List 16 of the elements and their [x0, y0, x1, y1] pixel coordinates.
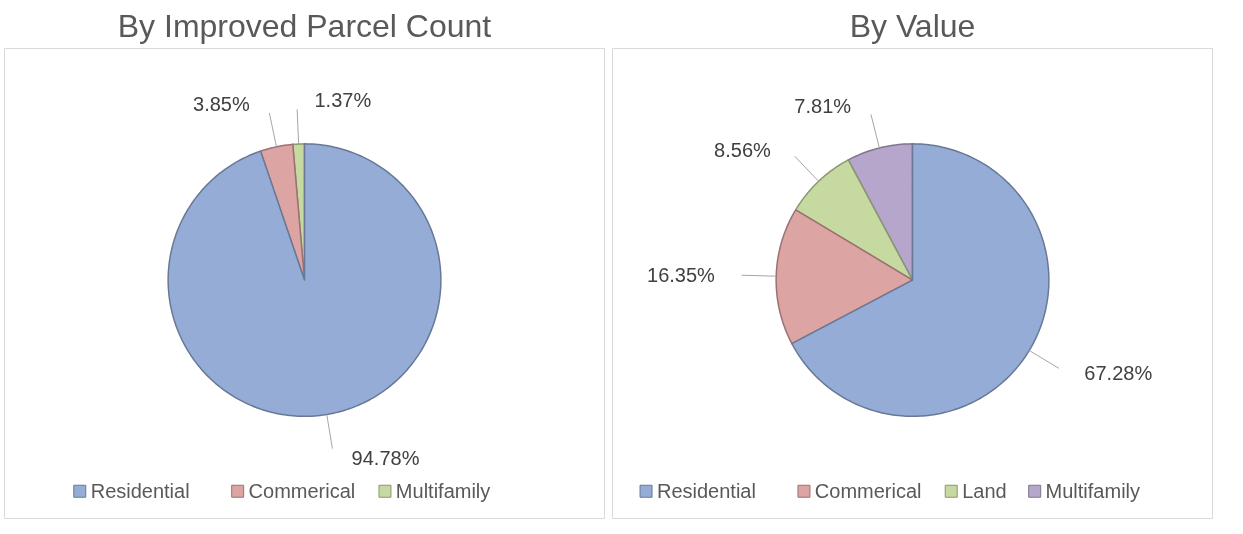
data-label: 94.78%: [351, 446, 420, 469]
data-label: 7.81%: [794, 94, 852, 117]
legend-label: Multifamily: [395, 480, 491, 503]
legend-label: Residential: [90, 480, 190, 503]
data-label: 16.35%: [647, 263, 716, 286]
legend-label: Commerical: [248, 480, 356, 503]
data-label: 3.85%: [193, 93, 250, 116]
legend-label: Residential: [656, 480, 756, 503]
legend-label: Commerical: [814, 480, 922, 503]
legend-label: Land: [962, 480, 1007, 503]
legend-label: Multifamily: [1045, 480, 1141, 503]
chart-title: By Value: [849, 7, 976, 44]
data-label: 1.37%: [314, 89, 372, 112]
chart-title: By Improved Parcel Count: [117, 7, 492, 44]
data-label: 67.28%: [1084, 361, 1153, 384]
data-label: 8.56%: [714, 138, 772, 161]
